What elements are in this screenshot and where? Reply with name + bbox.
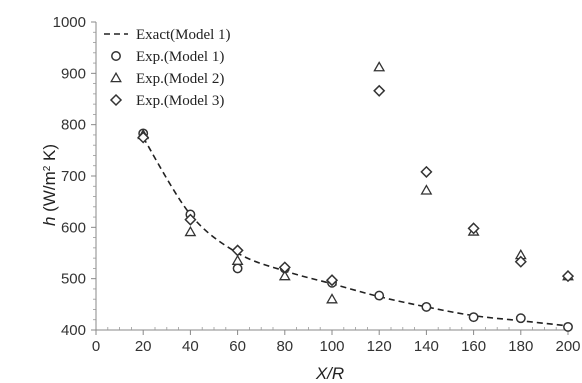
data-point [514, 255, 527, 268]
x-tick-label: 80 [276, 338, 293, 355]
legend-swatch [111, 51, 121, 61]
y-tick-label: 1000 [53, 14, 86, 31]
legend-item-1: Exp.(Model 1) [111, 49, 224, 65]
y-tick-label: 700 [61, 168, 86, 185]
data-point [278, 269, 291, 281]
data-point [137, 131, 150, 144]
data-point [373, 61, 386, 72]
x-tick-label: 60 [229, 338, 246, 355]
series-0 [142, 137, 569, 327]
data-point [515, 313, 526, 324]
legend-label: Exact(Model 1) [136, 27, 231, 43]
y-tick-label: 600 [61, 219, 86, 236]
data-point [468, 312, 479, 323]
series-layer [137, 61, 575, 332]
x-axis-title: X/R [315, 364, 344, 383]
data-point [184, 213, 197, 226]
ticks: 400 500 600 700 800 900 1000 0 20 40 60 80 100 120 140… [53, 14, 581, 355]
data-point [232, 263, 243, 274]
x-tick-label: 40 [182, 338, 199, 355]
data-point [184, 225, 197, 237]
data-point [420, 165, 433, 178]
x-tick-label: 120 [367, 338, 392, 355]
data-point [420, 184, 433, 195]
data-point [421, 301, 432, 312]
data-point [467, 222, 480, 235]
x-tick-label: 140 [414, 338, 439, 355]
legend-label: Exp.(Model 3) [136, 93, 224, 109]
y-tick-label: 900 [61, 65, 86, 82]
legend-swatch [110, 71, 122, 83]
data-point [373, 84, 386, 97]
data-point [561, 270, 575, 283]
data-point [374, 290, 385, 301]
y-tick-label: 800 [61, 117, 86, 134]
data-point [231, 254, 244, 265]
series-3 [137, 84, 575, 287]
y-tick-label: 400 [61, 322, 86, 339]
data-point [563, 321, 573, 332]
legend: Exact(Model 1) Exp.(Model 1) Exp.(Model 2)… [104, 27, 231, 109]
x-tick-label: 100 [319, 338, 344, 355]
x-tick-label: 0 [92, 338, 100, 355]
x-tick-label: 20 [135, 338, 152, 355]
legend-label: Exp.(Model 1) [136, 49, 224, 65]
legend-label: Exp.(Model 2) [136, 71, 224, 87]
data-point [326, 293, 338, 304]
y-tick-label: 500 [61, 271, 86, 288]
y-axis-title: h (W/m2 K) [40, 144, 59, 226]
data-point [231, 244, 244, 257]
legend-item-3: Exp.(Model 3) [109, 93, 224, 109]
series-1 [138, 128, 573, 332]
series-line [142, 137, 569, 327]
x-tick-label: 200 [555, 338, 580, 355]
legend-item-2: Exp.(Model 2) [110, 71, 224, 87]
legend-swatch [109, 93, 123, 107]
data-point [325, 274, 339, 287]
legend-item-0: Exact(Model 1) [104, 27, 231, 43]
x-tick-label: 160 [461, 338, 486, 355]
data-point [278, 261, 291, 274]
x-tick-label: 180 [508, 338, 533, 355]
